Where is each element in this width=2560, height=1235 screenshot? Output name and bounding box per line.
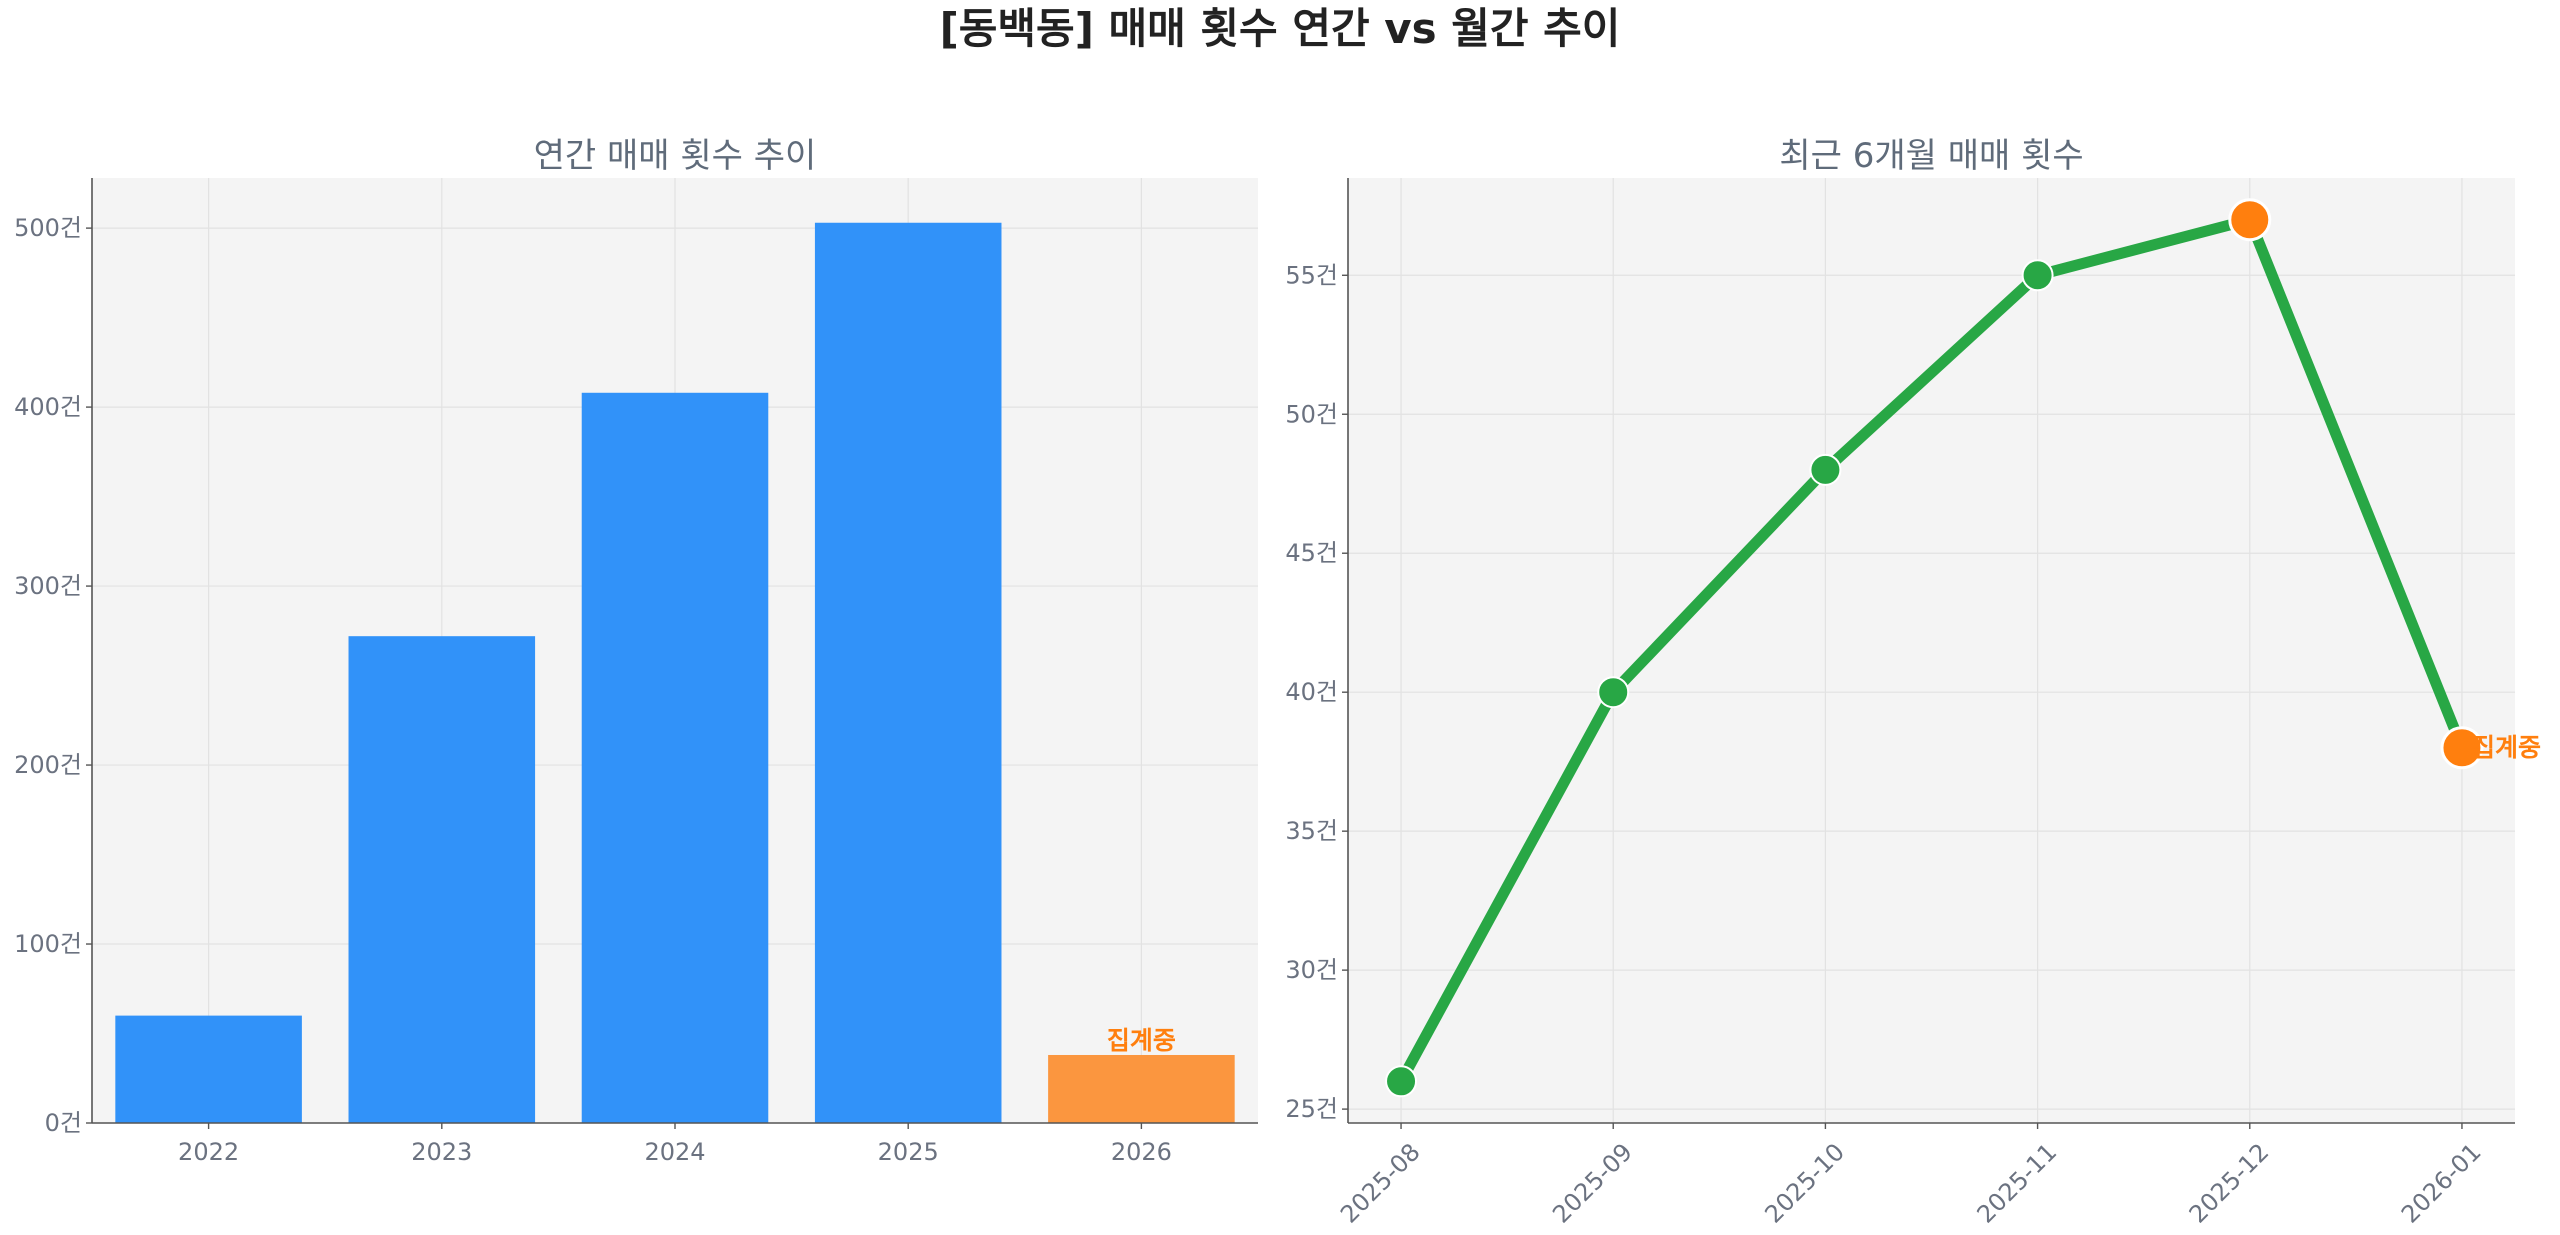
annual-y-tick-label: 200건 — [14, 751, 82, 779]
figure-title: [동백동] 매매 횟수 연간 vs 월간 추이 — [940, 4, 1621, 53]
monthly-axis-spines — [1347, 178, 2515, 1124]
monthly-y-tick-label: 50건 — [1285, 400, 1338, 428]
annual-tick-labels: 0건 100건 200건 300건 400건 500건 2022 2023 2024 2025 20… — [14, 214, 1172, 1166]
annual-bar-2022 — [115, 1015, 302, 1123]
annual-annotation: 집계중 — [1107, 1026, 1176, 1055]
monthly-y-tick-label: 40건 — [1285, 678, 1338, 706]
annual-bar-2026 — [1048, 1054, 1235, 1123]
monthly-point-2025-12 — [2228, 198, 2272, 242]
annual-chart-title: 연간 매매 횟수 추이 — [534, 136, 817, 176]
annual-bar-chart: 0건 100건 200건 300건 400건 500건 2022 2023 2024 2025 20… — [14, 136, 1258, 1166]
annual-y-tick-label: 500건 — [14, 214, 82, 242]
monthly-points — [1385, 198, 2484, 1098]
monthly-grid — [1348, 178, 2515, 1123]
annual-y-tick-label: 400건 — [14, 393, 82, 421]
monthly-y-tick-label: 25건 — [1285, 1095, 1338, 1123]
monthly-annotation: 집계중 — [2472, 733, 2541, 762]
annual-y-tick-label: 300건 — [14, 572, 82, 600]
annual-x-tick-label: 2025 — [878, 1138, 939, 1166]
annual-x-tick-label: 2026 — [1111, 1138, 1172, 1166]
annual-bar-2025 — [814, 222, 1002, 1123]
monthly-point-2025-11 — [2021, 259, 2054, 292]
monthly-y-tick-label: 55건 — [1285, 261, 1338, 289]
annual-bar-2023 — [348, 636, 536, 1123]
monthly-point-2025-08 — [1385, 1065, 1418, 1098]
monthly-point-2026-01 — [2440, 726, 2484, 770]
monthly-series-line — [1395, 214, 2468, 1087]
monthly-y-tick-label: 35건 — [1285, 817, 1338, 845]
monthly-y-tick-label: 45건 — [1285, 539, 1338, 567]
monthly-line-series — [1395, 214, 2468, 1087]
annual-y-tick-label: 100건 — [14, 930, 82, 958]
monthly-point-2025-09 — [1597, 676, 1630, 709]
annual-bars — [115, 222, 1235, 1124]
annual-x-tick-label: 2023 — [411, 1138, 472, 1166]
monthly-plot-area — [1348, 178, 2515, 1123]
annual-y-tick-label: 0건 — [45, 1109, 82, 1137]
annual-x-tick-label: 2022 — [178, 1138, 239, 1166]
annual-bar-2024 — [581, 392, 769, 1124]
annual-x-tick-label: 2024 — [644, 1138, 705, 1166]
monthly-y-tick-label: 30건 — [1285, 956, 1338, 984]
monthly-point-2025-10 — [1809, 453, 1842, 486]
monthly-chart-title: 최근 6개월 매매 횟수 — [1779, 136, 2083, 176]
